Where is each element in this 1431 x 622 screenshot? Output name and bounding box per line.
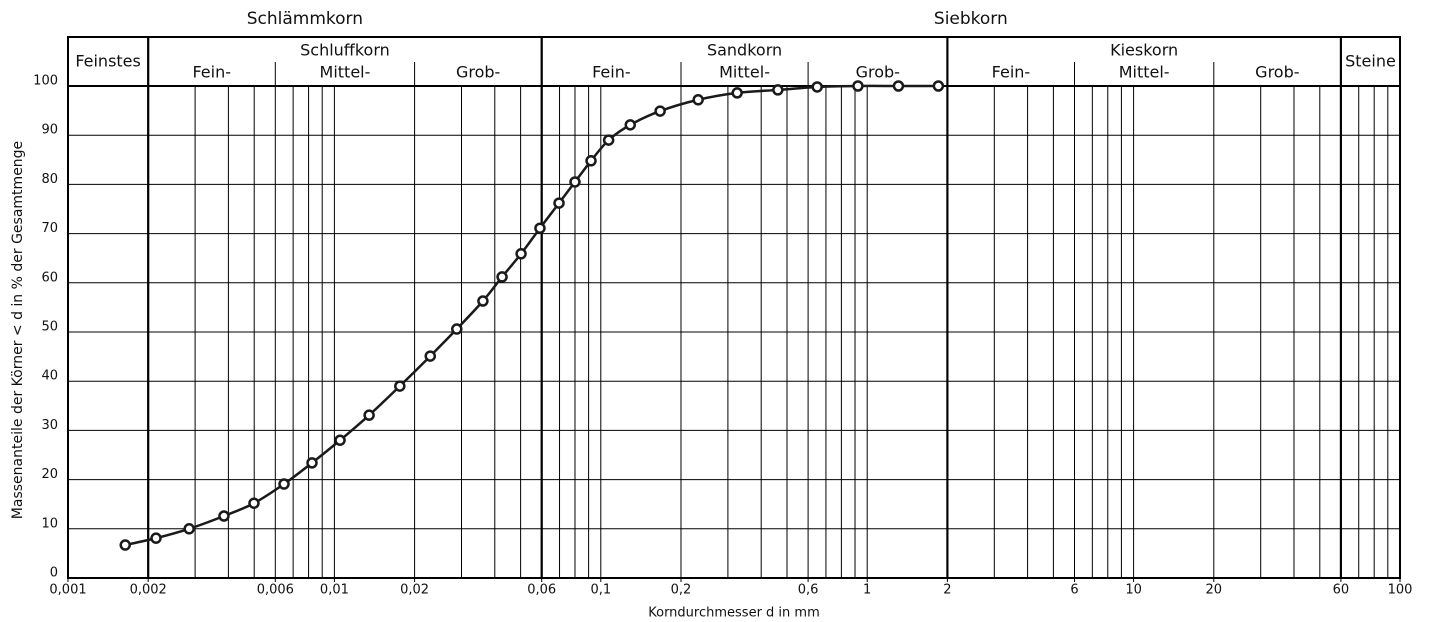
data-point [852,80,864,92]
subclass-label: Fein- [592,63,631,82]
subclass-label: Grob- [456,63,500,82]
data-point [553,197,565,209]
data-point [602,134,615,146]
x-tick-label: 6 [1070,583,1078,598]
x-tick-label: 0,02 [400,583,429,598]
data-point [772,84,784,96]
data-point [585,155,597,167]
subclass-label: Mittel- [719,63,770,82]
x-tick-label: 0,6 [798,583,819,598]
x-tick-label: 0,002 [130,583,167,598]
data-point [150,532,162,544]
data-point [334,434,346,446]
data-point [496,271,508,283]
subclass-label: Fein- [992,63,1031,82]
data-point [248,497,260,509]
subclass-label: Fein- [192,63,231,82]
data-point [477,295,489,307]
data-point [394,380,406,392]
x-tick-label: 0,001 [49,583,86,598]
x-tick-label: 0,006 [257,583,294,598]
data-point [119,539,131,551]
data-point [183,523,195,535]
y-tick-label: 70 [41,221,58,236]
y-tick-label: 20 [41,467,58,482]
x-tick-label: 2 [943,583,951,598]
subclass-label: Mittel- [1119,63,1170,82]
x-tick-label: 0,01 [320,583,349,598]
y-axis-label: Massenanteile der Körner < d in % der Ge… [10,141,26,519]
data-point [692,94,704,106]
grading-curve [124,84,939,547]
y-tick-label: 80 [41,172,58,187]
x-axis-label: Korndurchmesser d in mm [648,606,820,621]
y-tick-label: 100 [33,74,58,89]
data-point [932,80,945,92]
group-label: Siebkorn [934,9,1008,29]
subclass-label: Grob- [1255,63,1299,82]
x-tick-label: 0,06 [527,583,556,598]
y-tick-label: 50 [41,320,58,335]
x-tick-label: 1 [863,583,871,598]
x-tick-label: 10 [1125,583,1142,598]
x-tick-label: 100 [1388,583,1413,598]
class-label: Steine [1345,52,1396,71]
y-tick-label: 90 [41,123,58,138]
data-point [218,510,230,522]
class-label: Schluffkorn [300,41,390,60]
x-tick-label: 0,2 [671,583,692,598]
group-label: Schlämmkorn [247,9,363,29]
subclass-label: Mittel- [320,63,371,82]
y-tick-label: 10 [41,516,58,531]
data-point [424,350,437,362]
class-label: Kieskorn [1110,41,1178,60]
data-point [811,81,823,93]
plot-frame [67,36,1401,579]
data-point [363,409,375,421]
data-point [515,248,527,260]
class-label: Feinstes [75,52,141,71]
y-tick-label: 0 [50,566,58,581]
data-point [278,478,290,490]
subclass-label: Grob- [856,63,900,82]
data-point [451,323,463,335]
data-point [892,80,905,92]
data-point [731,87,743,99]
data-point [569,176,581,188]
y-tick-label: 30 [41,418,58,433]
data-point [534,222,546,234]
data-point [306,457,318,469]
x-tick-label: 20 [1206,583,1223,598]
y-tick-label: 60 [41,270,58,285]
data-point [624,119,637,131]
y-tick-label: 40 [41,369,58,384]
data-point [654,105,666,117]
x-tick-label: 0,1 [590,583,611,598]
x-tick-label: 60 [1333,583,1350,598]
class-label: Sandkorn [707,41,782,60]
